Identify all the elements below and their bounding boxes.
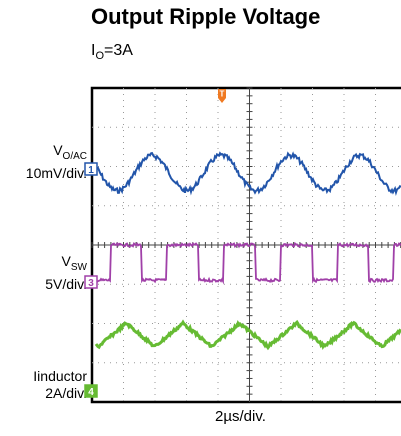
series-label-vout: VO/AC 10mV/div. bbox=[25, 142, 87, 181]
chart-title: Output Ripple Voltage bbox=[91, 4, 321, 29]
trigger-marker-label: T bbox=[220, 90, 225, 99]
series-vout-trace bbox=[95, 151, 401, 196]
channel-marker-label: 3 bbox=[88, 278, 94, 289]
series-label-iinductor: Iinductor 2A/div. bbox=[33, 368, 87, 401]
series-vsw-trace bbox=[95, 241, 401, 285]
trigger-marker-arrow bbox=[218, 98, 226, 103]
trigger-marker bbox=[218, 89, 226, 98]
chart-subtitle: IO=3A bbox=[91, 42, 133, 63]
x-axis-label: 2µs/div. bbox=[215, 408, 266, 425]
series-iinductor-trace bbox=[94, 319, 401, 351]
channel-marker-1 bbox=[84, 162, 98, 176]
series-label-vsw: VSW 5V/div. bbox=[45, 253, 87, 292]
channel-marker-3 bbox=[84, 275, 98, 289]
channel-marker-label: 1 bbox=[88, 165, 94, 176]
channel-marker-4 bbox=[84, 384, 98, 398]
channel-marker-label: 4 bbox=[88, 387, 94, 398]
